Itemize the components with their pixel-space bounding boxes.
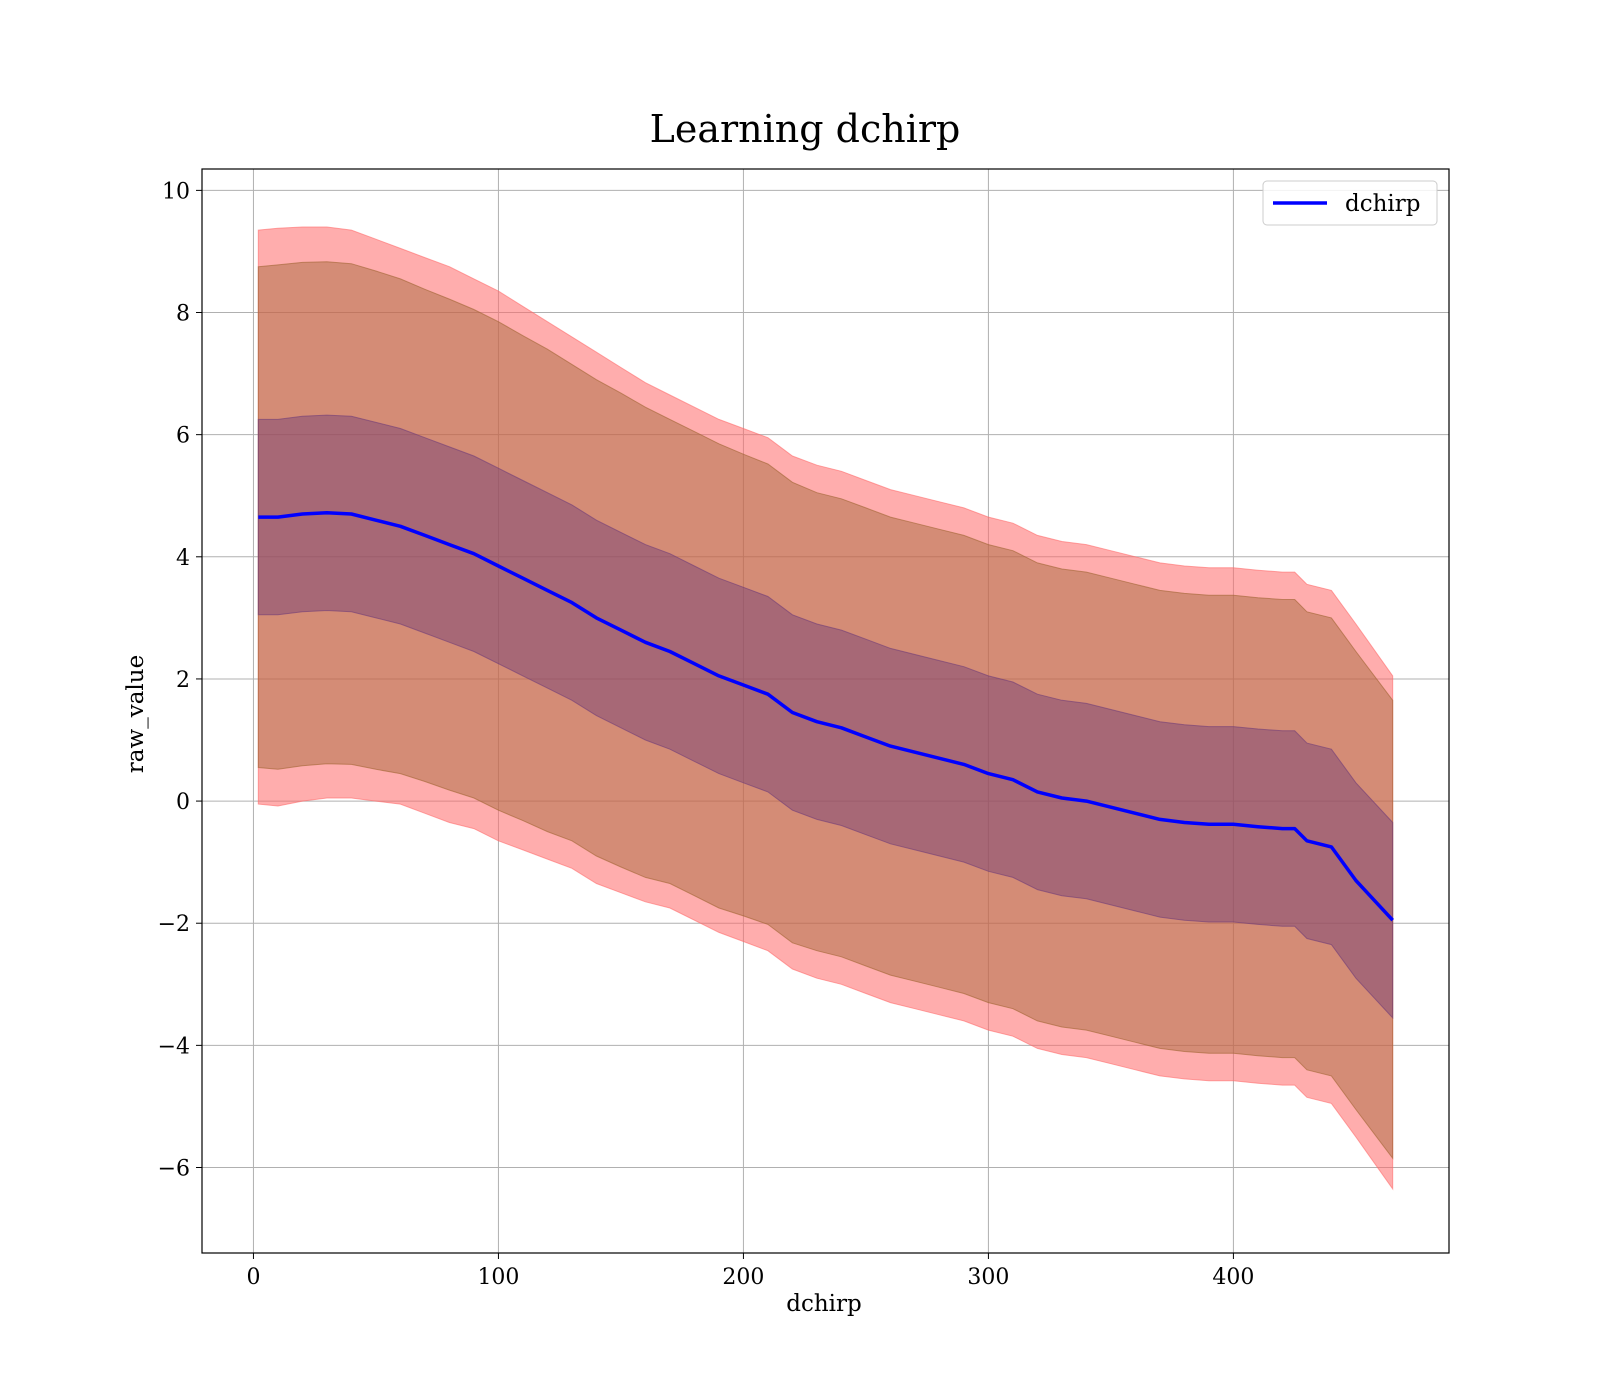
- x-tick-label: 400: [1212, 1265, 1254, 1290]
- x-tick-label: 0: [246, 1265, 260, 1290]
- tick-layer: 0 100 200 300 400 −6 −4 −2 0 2 4 6 8 10: [158, 179, 1255, 1290]
- x-tick-label: 100: [477, 1265, 519, 1290]
- y-axis-label: raw_value: [123, 655, 149, 773]
- confidence-band-2: [257, 261, 1394, 1160]
- y-tick-label: 10: [162, 179, 190, 204]
- chart-title: Learning dchirp: [650, 107, 961, 151]
- line-layer: [258, 511, 1394, 922]
- y-tick-label: 4: [176, 546, 190, 571]
- legend: dchirp: [1262, 180, 1438, 226]
- y-tick-label: −4: [158, 1034, 190, 1059]
- y-tick-label: −2: [158, 912, 190, 937]
- legend-box: [1262, 180, 1438, 226]
- y-tick-label: −6: [158, 1157, 190, 1182]
- y-tick-label: 6: [176, 424, 190, 449]
- x-axis-label: dchirp: [786, 1291, 862, 1317]
- confidence-band-3: [257, 414, 1394, 1020]
- band-layer: [257, 226, 1394, 1191]
- y-tick-label: 0: [176, 790, 190, 815]
- x-tick-label: 200: [722, 1265, 764, 1290]
- confidence-band-1: [257, 226, 1394, 1191]
- y-tick-label: 8: [176, 302, 190, 327]
- series-line-dchirp: [258, 511, 1394, 922]
- legend-label-dchirp: dchirp: [1345, 191, 1421, 217]
- plot-frame: [201, 168, 1450, 1254]
- x-tick-label: 300: [967, 1265, 1009, 1290]
- y-tick-label: 2: [176, 668, 190, 693]
